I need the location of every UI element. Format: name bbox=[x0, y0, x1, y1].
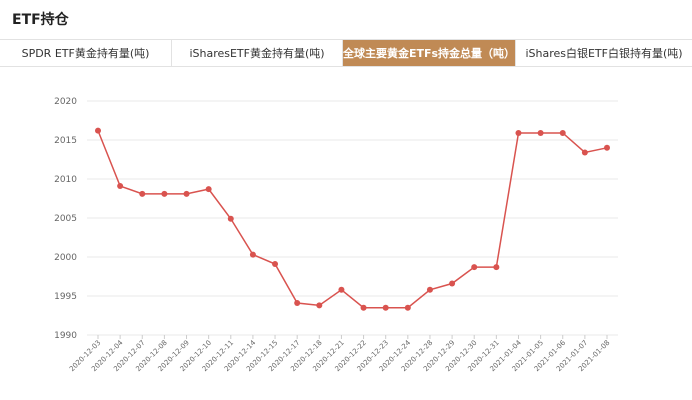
data-point bbox=[183, 190, 190, 197]
y-tick-label: 2015 bbox=[54, 136, 77, 146]
data-point bbox=[537, 129, 544, 136]
data-point bbox=[316, 302, 323, 309]
page-title: ETF持仓 bbox=[12, 12, 69, 28]
data-point bbox=[426, 286, 433, 293]
y-tick-label: 2000 bbox=[54, 253, 77, 263]
data-point bbox=[272, 261, 279, 268]
y-tick-label: 1995 bbox=[54, 292, 77, 302]
data-point bbox=[95, 127, 101, 134]
tab-bar: SPDR ETF黄金持有量(吨) iSharesETF黄金持有量(吨) 全球主要… bbox=[0, 39, 692, 67]
data-point bbox=[338, 286, 345, 293]
data-point bbox=[493, 264, 500, 271]
tab-ishares-gold[interactable]: iSharesETF黄金持有量(吨) bbox=[172, 40, 343, 66]
y-axis-ticks: 1990 1995 2000 2005 2010 2015 2020 bbox=[54, 97, 77, 341]
data-point bbox=[559, 129, 566, 136]
data-point bbox=[581, 149, 588, 156]
data-point bbox=[382, 304, 389, 311]
data-point bbox=[249, 251, 256, 258]
data-point bbox=[139, 190, 146, 197]
data-point bbox=[294, 300, 301, 307]
series-layer bbox=[95, 127, 610, 311]
x-axis-ticks: 2020-12-032020-12-042020-12-072020-12-08… bbox=[68, 335, 611, 373]
tab-global-gold-etfs[interactable]: 全球主要黄金ETFs持金总量（吨） bbox=[343, 40, 516, 66]
data-point bbox=[205, 186, 212, 193]
y-tick-label: 2020 bbox=[54, 97, 77, 107]
grid-lines bbox=[87, 100, 618, 336]
data-point bbox=[404, 304, 411, 311]
data-point bbox=[471, 264, 478, 271]
data-point bbox=[604, 144, 610, 151]
data-point bbox=[449, 280, 456, 287]
data-point bbox=[117, 183, 124, 190]
series-line bbox=[97, 130, 608, 309]
tab-ishares-silver[interactable]: iShares白银ETF白银持有量(吨) bbox=[525, 47, 683, 60]
y-tick-label: 1990 bbox=[54, 331, 77, 341]
line-chart: 1990 1995 2000 2005 2010 2015 2020 2020-12-032… bbox=[54, 97, 618, 373]
data-point bbox=[360, 304, 367, 311]
data-point bbox=[227, 215, 234, 222]
data-point bbox=[515, 129, 522, 136]
y-tick-label: 2005 bbox=[54, 214, 77, 224]
y-tick-label: 2010 bbox=[54, 175, 77, 185]
data-point bbox=[161, 190, 168, 197]
tab-spdr-gold[interactable]: SPDR ETF黄金持有量(吨) bbox=[0, 40, 172, 66]
